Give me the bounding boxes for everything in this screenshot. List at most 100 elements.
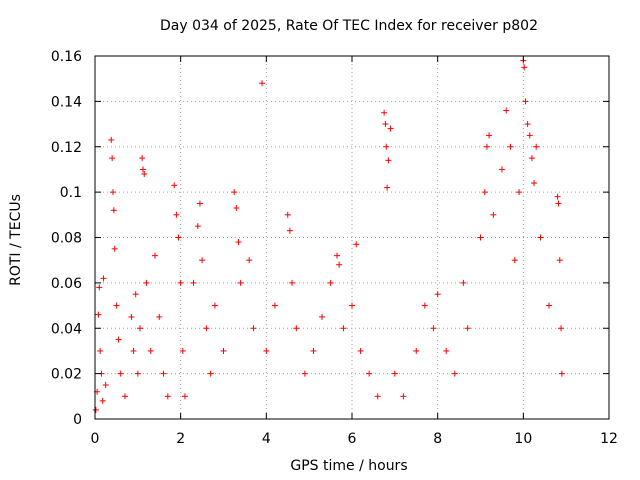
grid-lines <box>95 56 609 419</box>
plot-frame <box>94 55 610 420</box>
data-point <box>353 241 360 248</box>
y-tick-label: 0.02 <box>51 367 82 383</box>
data-point <box>128 313 135 320</box>
data-points <box>92 57 565 413</box>
data-point <box>366 370 373 377</box>
data-point <box>460 279 467 286</box>
data-point <box>207 370 214 377</box>
data-point <box>522 98 529 105</box>
x-tick-label: 2 <box>176 431 185 447</box>
data-point <box>400 393 407 400</box>
x-tick-label: 8 <box>433 431 442 447</box>
x-tick-label: 0 <box>91 431 100 447</box>
data-point <box>284 211 291 218</box>
data-point <box>554 193 561 200</box>
data-point <box>443 347 450 354</box>
data-point <box>384 184 391 191</box>
data-point <box>430 325 437 332</box>
data-point <box>464 325 471 332</box>
data-point <box>381 109 388 116</box>
data-point <box>111 245 118 252</box>
data-point <box>481 189 488 196</box>
y-tick-label: 0.1 <box>60 185 82 201</box>
data-point <box>151 252 158 259</box>
data-point <box>196 200 203 207</box>
data-point <box>413 347 420 354</box>
data-point <box>263 347 270 354</box>
data-point <box>109 155 116 162</box>
x-axis-label: GPS time / hours <box>290 458 407 474</box>
data-point <box>171 182 178 189</box>
data-point <box>526 132 533 139</box>
data-point <box>383 143 390 150</box>
data-point <box>357 347 364 354</box>
data-point <box>100 275 107 282</box>
data-point <box>483 143 490 150</box>
data-point <box>310 347 317 354</box>
data-point <box>286 227 293 234</box>
data-point <box>102 381 109 388</box>
data-point <box>421 302 428 309</box>
y-tick-label: 0.12 <box>51 140 82 156</box>
data-point <box>179 347 186 354</box>
data-point <box>246 257 253 264</box>
data-point <box>490 211 497 218</box>
data-point <box>521 64 528 71</box>
data-point <box>173 211 180 218</box>
data-point <box>259 80 266 87</box>
data-point <box>110 207 117 214</box>
data-point <box>507 143 514 150</box>
data-point <box>434 291 441 298</box>
data-point <box>301 370 308 377</box>
data-point <box>141 170 148 177</box>
data-point <box>531 180 538 187</box>
data-point <box>385 157 392 164</box>
x-tick-label: 10 <box>514 431 532 447</box>
data-point <box>503 107 510 114</box>
y-tick-label: 0.04 <box>51 321 82 337</box>
data-point <box>289 279 296 286</box>
y-tick-label: 0.16 <box>51 49 82 65</box>
data-point <box>558 370 565 377</box>
data-point <box>524 121 531 128</box>
data-point <box>160 370 167 377</box>
data-point <box>387 125 394 132</box>
data-point <box>130 347 137 354</box>
data-point <box>96 284 103 291</box>
data-point <box>194 223 201 230</box>
data-point <box>177 279 184 286</box>
data-point <box>382 121 389 128</box>
y-tick-label: 0.08 <box>51 231 82 247</box>
data-point <box>211 302 218 309</box>
data-point <box>97 347 104 354</box>
data-point <box>528 155 535 162</box>
data-point <box>237 279 244 286</box>
data-point <box>220 347 227 354</box>
data-point <box>511 257 518 264</box>
data-point <box>95 311 102 318</box>
data-point <box>134 370 141 377</box>
data-point <box>498 166 505 173</box>
data-point <box>537 234 544 241</box>
data-point <box>199 257 206 264</box>
data-point <box>391 370 398 377</box>
data-point <box>117 370 124 377</box>
data-point <box>271 302 278 309</box>
y-axis-label: ROTI / TECUs <box>8 194 24 286</box>
chart-title: Day 034 of 2025, Rate Of TEC Index for r… <box>160 18 538 34</box>
data-point <box>147 347 154 354</box>
data-point <box>293 325 300 332</box>
data-point <box>156 313 163 320</box>
data-point <box>190 279 197 286</box>
data-point <box>132 291 139 298</box>
y-tick-label: 0.14 <box>51 94 82 110</box>
data-point <box>516 189 523 196</box>
data-point <box>115 336 122 343</box>
data-point <box>336 261 343 268</box>
data-point <box>92 406 99 413</box>
x-tick-label: 12 <box>600 431 618 447</box>
data-point <box>175 234 182 241</box>
data-point <box>181 393 188 400</box>
data-point <box>233 205 240 212</box>
